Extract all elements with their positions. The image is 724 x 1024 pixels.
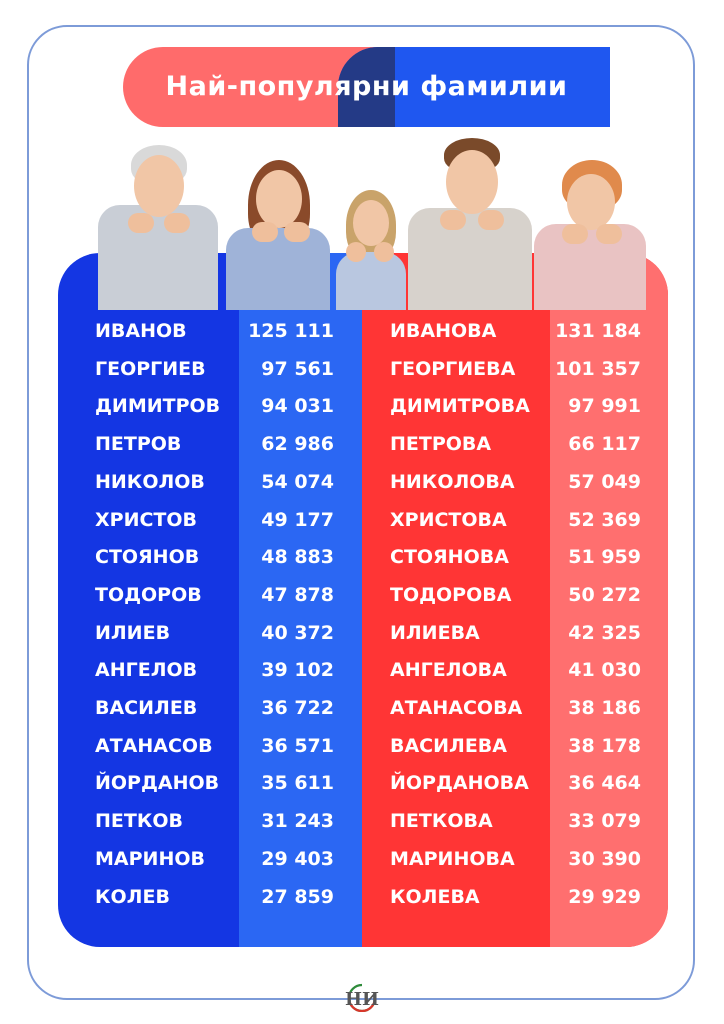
male-surname: ДИМИТРОВ	[95, 395, 221, 418]
table-row: АНГЕЛОВ 39 102 АНГЕЛОВА 41 030	[0, 651, 724, 689]
female-count: 101 357	[555, 357, 641, 380]
child-figure	[336, 190, 406, 310]
male-count: 27 859	[261, 885, 334, 908]
male-count: 31 243	[261, 810, 334, 833]
male-surname: ЙОРДАНОВ	[95, 772, 220, 795]
table-row: ДИМИТРОВ 94 031 ДИМИТРОВА 97 991	[0, 387, 724, 425]
male-count: 54 074	[261, 470, 334, 493]
female-count: 131 184	[555, 320, 641, 342]
female-surname: ДИМИТРОВА	[390, 395, 530, 418]
male-surname: ХРИСТОВ	[95, 508, 198, 531]
mother-figure	[226, 160, 330, 310]
banner-overlap-segment	[338, 47, 395, 127]
male-surname: ПЕТКОВ	[95, 810, 184, 833]
female-count: 38 186	[568, 697, 641, 719]
male-surname: НИКОЛОВ	[95, 470, 205, 493]
male-count: 36 722	[261, 697, 334, 719]
male-surname: АТАНАСОВ	[95, 734, 213, 757]
table-row: СТОЯНОВ 48 883 СТОЯНОВА 51 959	[0, 538, 724, 576]
title-banner: Най-популярни фамилии	[123, 47, 610, 127]
female-surname: ТОДОРОВА	[390, 583, 512, 606]
nsi-logo-icon: НИ	[345, 983, 379, 1012]
male-count: 47 878	[261, 583, 334, 606]
family-photo	[90, 135, 650, 310]
female-surname: ИВАНОВА	[390, 320, 497, 342]
female-surname: НИКОЛОВА	[390, 470, 515, 493]
female-surname: ИЛИЕВА	[390, 621, 480, 644]
male-surname: КОЛЕВ	[95, 885, 170, 908]
male-count: 62 986	[261, 433, 334, 456]
table-row: КОЛЕВ 27 859 КОЛЕВА 29 929	[0, 878, 724, 916]
male-count: 36 571	[261, 734, 334, 757]
female-count: 52 369	[568, 508, 641, 531]
female-count: 97 991	[568, 395, 641, 418]
female-surnames-panel	[362, 253, 668, 947]
table-row: ИВАНОВ 125 111 ИВАНОВА 131 184	[0, 312, 724, 350]
male-surname: ТОДОРОВ	[95, 583, 202, 606]
male-surname: ИЛИЕВ	[95, 621, 171, 644]
female-count: 33 079	[568, 810, 641, 833]
male-surname: ИВАНОВ	[95, 320, 187, 342]
female-count: 36 464	[568, 772, 641, 795]
table-row: МАРИНОВ 29 403 МАРИНОВА 30 390	[0, 840, 724, 878]
male-surname: СТОЯНОВ	[95, 546, 200, 569]
table-row: АТАНАСОВ 36 571 ВАСИЛЕВА 38 178	[0, 727, 724, 765]
male-surnames-panel	[58, 253, 362, 947]
page-frame	[27, 25, 695, 1000]
male-surname: МАРИНОВ	[95, 847, 205, 870]
table-row: ВАСИЛЕВ 36 722 АТАНАСОВА 38 186	[0, 689, 724, 727]
table-row: ТОДОРОВ 47 878 ТОДОРОВА 50 272	[0, 576, 724, 614]
male-count: 49 177	[261, 508, 334, 531]
male-count: 40 372	[261, 621, 334, 644]
female-count: 38 178	[568, 734, 641, 757]
table-row: НИКОЛОВ 54 074 НИКОЛОВА 57 049	[0, 463, 724, 501]
female-surname: МАРИНОВА	[390, 847, 515, 870]
table-row: ЙОРДАНОВ 35 611 ЙОРДАНОВА 36 464	[0, 764, 724, 802]
female-count-stripe	[550, 253, 668, 947]
male-surname: ВАСИЛЕВ	[95, 697, 198, 719]
table-row: ИЛИЕВ 40 372 ИЛИЕВА 42 325	[0, 614, 724, 652]
table-row: ПЕТКОВ 31 243 ПЕТКОВА 33 079	[0, 802, 724, 840]
female-surname: ХРИСТОВА	[390, 508, 507, 531]
female-surname: ЙОРДАНОВА	[390, 772, 529, 795]
female-count: 41 030	[568, 659, 641, 682]
female-count: 29 929	[568, 885, 641, 908]
female-count: 51 959	[568, 546, 641, 569]
female-count: 66 117	[568, 433, 641, 456]
male-count: 125 111	[248, 320, 334, 342]
male-count: 48 883	[261, 546, 334, 569]
female-surname: ГЕОРГИЕВА	[390, 357, 516, 380]
female-surname: КОЛЕВА	[390, 885, 480, 908]
grandfather-figure	[98, 145, 218, 310]
male-count: 29 403	[261, 847, 334, 870]
table-row: ГЕОРГИЕВ 97 561 ГЕОРГИЕВА 101 357	[0, 350, 724, 388]
male-count-stripe	[239, 253, 362, 947]
female-count: 42 325	[568, 621, 641, 644]
female-surname: АНГЕЛОВА	[390, 659, 507, 682]
male-surname: ГЕОРГИЕВ	[95, 357, 206, 380]
male-surname: ПЕТРОВ	[95, 433, 182, 456]
female-count: 30 390	[568, 847, 641, 870]
grandmother-figure	[534, 160, 646, 310]
male-count: 94 031	[261, 395, 334, 418]
logo-lettering: НИ	[345, 989, 379, 1010]
female-surname: ВАСИЛЕВА	[390, 734, 507, 757]
female-surname: АТАНАСОВА	[390, 697, 523, 719]
table-row: ПЕТРОВ 62 986 ПЕТРОВА 66 117	[0, 425, 724, 463]
page-title: Най-популярни фамилии	[165, 71, 568, 102]
male-count: 35 611	[261, 772, 334, 795]
father-figure	[408, 138, 532, 310]
female-surname: СТОЯНОВА	[390, 546, 509, 569]
male-count: 39 102	[261, 659, 334, 682]
table-row: ХРИСТОВ 49 177 ХРИСТОВА 52 369	[0, 501, 724, 539]
male-count: 97 561	[261, 357, 334, 380]
female-surname: ПЕТКОВА	[390, 810, 493, 833]
female-count: 57 049	[568, 470, 641, 493]
male-surname: АНГЕЛОВ	[95, 659, 198, 682]
female-count: 50 272	[568, 583, 641, 606]
female-surname: ПЕТРОВА	[390, 433, 492, 456]
